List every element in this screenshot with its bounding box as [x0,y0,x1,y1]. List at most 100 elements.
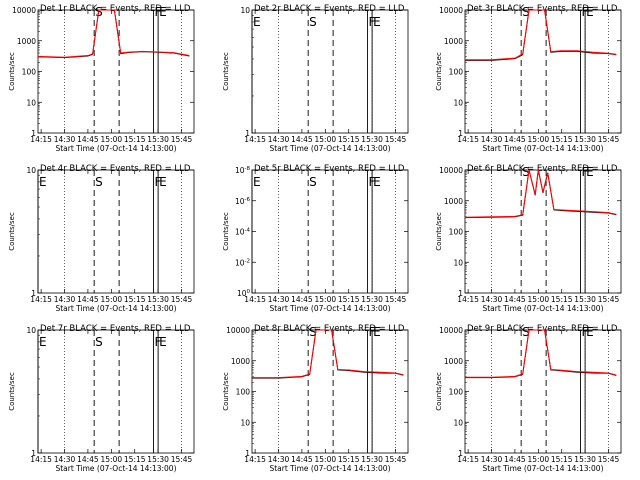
panel-title: Det 6r BLACK = Events, RED = LLD [467,164,618,174]
x-axis-label: Start Time (07-Oct-14 14:13:00) [55,304,176,313]
x-tick-label: 15:45 [171,295,193,304]
y-tick-label: 1 [245,449,250,458]
y-axis-label: Counts/sec [222,52,230,91]
x-tick-label: 15:30 [361,135,383,144]
x-tick-label: 14:30 [268,455,290,464]
y-tick-label: 1 [458,129,463,138]
y-tick-label: 1 [245,129,250,138]
x-tick-label: 15:45 [598,455,620,464]
panel-title: Det 1r BLACK = Events, RED = LLD [40,4,191,14]
y-axis-label: Counts/sec [435,212,443,251]
x-tick-label: 15:00 [315,455,337,464]
x-tick-label: 14:30 [481,135,503,144]
y-tick-label: 10 [453,258,463,267]
y-tick-label: 1000 [17,37,36,46]
x-tick-label: 14:45 [291,135,313,144]
x-tick-label: 15:15 [551,455,573,464]
x-tick-label: 14:15 [244,455,266,464]
y-tick-label: 10-8 [235,166,251,175]
marker-label-S: S [522,5,530,19]
x-tick-label: 15:15 [338,455,360,464]
x-axis-label: Start Time (07-Oct-14 14:13:00) [482,464,603,473]
panel-title: Det 5r BLACK = Events, RED = LLD [254,164,405,174]
x-tick-label: 15:30 [147,455,169,464]
marker-label-E: E [159,335,167,349]
x-tick-label: 15:00 [528,295,550,304]
x-tick-label: 15:00 [528,455,550,464]
y-tick-label: 100 [236,388,251,397]
marker-label-S: S [309,175,317,189]
y-tick-label: 10 [26,98,36,107]
y-tick-label: 1000 [231,357,250,366]
marker-label-E: E [159,5,167,19]
x-tick-label: 15:30 [574,135,596,144]
plot-frame [37,169,195,294]
x-tick-label: 15:00 [315,135,337,144]
marker-label-E: E [39,175,47,189]
marker-label-S: S [95,335,103,349]
x-tick-label: 15:45 [171,455,193,464]
y-tick-label: 10000 [439,6,463,15]
x-tick-label: 15:00 [315,295,337,304]
y-tick-label: 1 [31,289,36,298]
y-tick-label: 1 [458,449,463,458]
x-tick-label: 14:30 [268,295,290,304]
y-tick-label: 100 [449,228,464,237]
x-tick-label: 14:15 [244,135,266,144]
marker-label-E: E [159,175,167,189]
x-tick-label: 15:45 [385,295,407,304]
x-tick-label: 14:30 [481,295,503,304]
y-tick-label: 1000 [444,197,463,206]
plot-frame [37,9,195,134]
x-tick-label: 14:15 [30,135,52,144]
y-tick-exponent: 0 [247,289,251,295]
x-tick-label: 14:45 [504,455,526,464]
x-tick-label: 15:15 [124,455,146,464]
y-tick-label: 100 [449,388,464,397]
y-tick-label: 10000 [439,166,463,175]
marker-label-E: E [586,325,594,339]
x-tick-label: 15:45 [385,135,407,144]
y-tick-exponent: -8 [245,166,251,172]
y-tick-label: 10 [26,166,36,175]
y-tick-exponent: -2 [245,258,250,264]
series-lld [465,9,617,61]
x-tick-label: 15:30 [147,135,169,144]
marker-label-S: S [522,165,530,179]
x-tick-label: 15:15 [551,295,573,304]
x-axis-label: Start Time (07-Oct-14 14:13:00) [269,464,390,473]
plot-frame [251,329,409,454]
plot-frame [464,169,622,294]
x-tick-label: 14:45 [504,295,526,304]
x-tick-label: 15:15 [124,295,146,304]
y-tick-exponent: -6 [245,197,251,203]
marker-label-E: E [373,15,381,29]
panel-title: Det 7r BLACK = Events, RED = LLD [40,324,191,334]
x-tick-label: 15:00 [101,135,123,144]
x-tick-label: 15:30 [574,455,596,464]
panel-title: Det 9r BLACK = Events, RED = LLD [467,324,618,334]
x-tick-label: 15:30 [361,295,383,304]
x-tick-label: 14:45 [291,295,313,304]
x-tick-label: 14:15 [30,295,52,304]
y-axis-label: Counts/sec [435,372,443,411]
x-tick-label: 15:45 [385,455,407,464]
x-tick-label: 15:30 [147,295,169,304]
x-tick-label: 14:15 [457,135,479,144]
y-tick-label: 1 [31,129,36,138]
y-tick-label: 1 [458,289,463,298]
x-tick-label: 15:30 [361,455,383,464]
series-lld [252,329,404,379]
x-tick-label: 15:30 [574,295,596,304]
x-tick-label: 14:30 [54,295,76,304]
x-tick-label: 15:15 [338,135,360,144]
panel-title: Det 2r BLACK = Events, RED = LLD [254,4,405,14]
x-tick-label: 15:00 [528,135,550,144]
marker-label-S: S [309,325,317,339]
